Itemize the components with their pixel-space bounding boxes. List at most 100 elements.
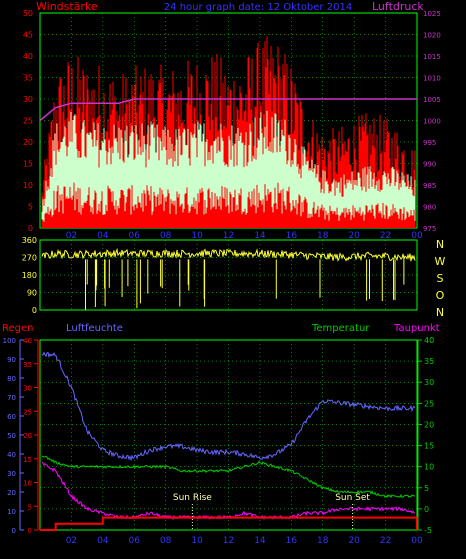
rain-tick-label: 30 (23, 385, 32, 393)
sun-label: Sun Set (335, 493, 370, 503)
direction-tick-label: 360 (22, 236, 37, 245)
humidity-tick-label: 100 (3, 337, 16, 345)
direction-panel-data (41, 247, 416, 310)
x-tick-label: 20 (348, 231, 360, 241)
wind-tick-label: 40 (23, 52, 33, 61)
x-tick-label: 06 (129, 231, 141, 241)
wind-axis-title: Windstärke (36, 0, 98, 13)
wind-tick-label: 25 (23, 117, 33, 126)
direction-spikes (85, 259, 405, 310)
pressure-tick-label: 1000 (423, 118, 441, 126)
rain-tick-label: 0 (28, 527, 32, 535)
legend-item: Luftfeuchte (66, 323, 123, 334)
direction-tick-label: 180 (22, 271, 37, 280)
humidity-tick-label: 10 (7, 508, 16, 516)
wind-tick-label: 50 (23, 9, 33, 18)
pressure-tick-label: 1025 (423, 10, 441, 18)
x-tick-label: 20 (348, 536, 360, 546)
compass-label: W (435, 255, 446, 268)
pressure-tick-label: 1010 (423, 75, 441, 83)
humidity-tick-label: 0 (12, 527, 16, 535)
x-tick-label: 08 (160, 231, 172, 241)
humidity-tick-label: 70 (7, 394, 16, 402)
climate-panel-grid (40, 339, 418, 531)
direction-tick-label: 90 (27, 289, 37, 298)
x-tick-label: 10 (191, 231, 203, 241)
x-tick-label: 22 (380, 231, 391, 241)
pressure-tick-label: 990 (423, 161, 436, 169)
temperature-tick-label: 35 (424, 357, 434, 366)
pressure-tick-label: 1005 (423, 96, 441, 104)
pressure-tick-label: 975 (423, 225, 436, 233)
wind-tick-label: 15 (23, 160, 33, 169)
temperature-tick-label: 20 (424, 420, 434, 429)
humidity-tick-label: 20 (7, 489, 16, 497)
x-tick-label: 14 (254, 231, 266, 241)
x-tick-label: 10 (191, 536, 203, 546)
humidity-tick-label: 90 (7, 356, 16, 364)
rain-tick-label: 25 (23, 408, 32, 416)
temperature-tick-label: 0 (424, 505, 429, 514)
wind-series (41, 110, 416, 222)
legend-item: Temperatur (311, 323, 370, 334)
climate-x-ticks: 02 04 06 08 10 12 14 16 18 20 22 00 (66, 536, 423, 546)
rain-tick-label: 5 (28, 503, 32, 511)
wind-tick-label: 45 (23, 31, 33, 40)
compass-label: N (436, 238, 444, 251)
x-tick-label: 12 (223, 536, 234, 546)
temperature-series (41, 455, 416, 499)
pressure-tick-label: 985 (423, 182, 436, 190)
temperature-axis-ticks: 40 35 30 25 20 15 10 5 0 -5 (417, 336, 434, 535)
x-tick-label: 18 (317, 536, 329, 546)
temperature-tick-label: 30 (424, 378, 434, 387)
climate-panel-data (40, 351, 418, 531)
pressure-axis-title: Luftdruck (372, 0, 424, 13)
x-tick-label: 16 (286, 231, 298, 241)
pressure-tick-label: 980 (423, 204, 436, 212)
temperature-tick-label: 5 (424, 484, 429, 493)
chart-title: 24 hour graph date: 12 Oktober 2014 (164, 2, 352, 13)
x-tick-label: 00 (411, 536, 423, 546)
climate-panel-frame (39, 339, 418, 531)
wind-tick-label: 35 (23, 74, 33, 83)
humidity-tick-label: 60 (7, 413, 16, 421)
legend-item: Regen (2, 323, 34, 334)
legend: Regen Luftfeuchte Temperatur Taupunkt (2, 323, 440, 334)
x-tick-label: 08 (160, 536, 172, 546)
direction-tick-label: 270 (22, 254, 37, 263)
x-tick-label: 12 (223, 231, 234, 241)
x-tick-label: 02 (66, 231, 77, 241)
pressure-tick-label: 1015 (423, 53, 441, 61)
x-tick-label: 04 (97, 536, 109, 546)
x-tick-label: 04 (97, 231, 109, 241)
wind-tick-label: 0 (28, 224, 33, 233)
rain-tick-label: 20 (23, 432, 32, 440)
x-tick-label: 22 (380, 536, 391, 546)
x-tick-label: 02 (66, 536, 77, 546)
wind-panel-data (39, 36, 417, 228)
temperature-tick-label: 15 (424, 442, 434, 451)
wind-tick-label: 30 (23, 95, 33, 104)
direction-axis-ticks: 360 270 180 90 0 (22, 236, 37, 315)
compass-label: N (436, 306, 444, 319)
x-tick-label: 06 (129, 536, 141, 546)
temperature-tick-label: 40 (424, 336, 434, 345)
legend-item: Taupunkt (393, 323, 440, 334)
pressure-series (39, 98, 417, 122)
sun-label: Sun Rise (173, 493, 212, 503)
humidity-tick-label: 50 (7, 432, 16, 440)
humidity-tick-label: 40 (7, 451, 16, 459)
rain-series (40, 516, 418, 531)
compass-label: S (437, 272, 444, 285)
x-tick-label: 14 (254, 536, 266, 546)
x-tick-label: 18 (317, 231, 329, 241)
rain-tick-label: 10 (23, 480, 32, 488)
temperature-tick-label: -5 (424, 526, 432, 535)
wind-x-ticks: 02 04 06 08 10 12 14 16 18 20 22 00 (66, 231, 423, 241)
wind-tick-label: 20 (23, 138, 33, 147)
pressure-axis-ticks: 1025 1020 1015 1010 1005 1000 995 990 985 980 975 (423, 10, 441, 233)
pressure-tick-label: 995 (423, 139, 436, 147)
